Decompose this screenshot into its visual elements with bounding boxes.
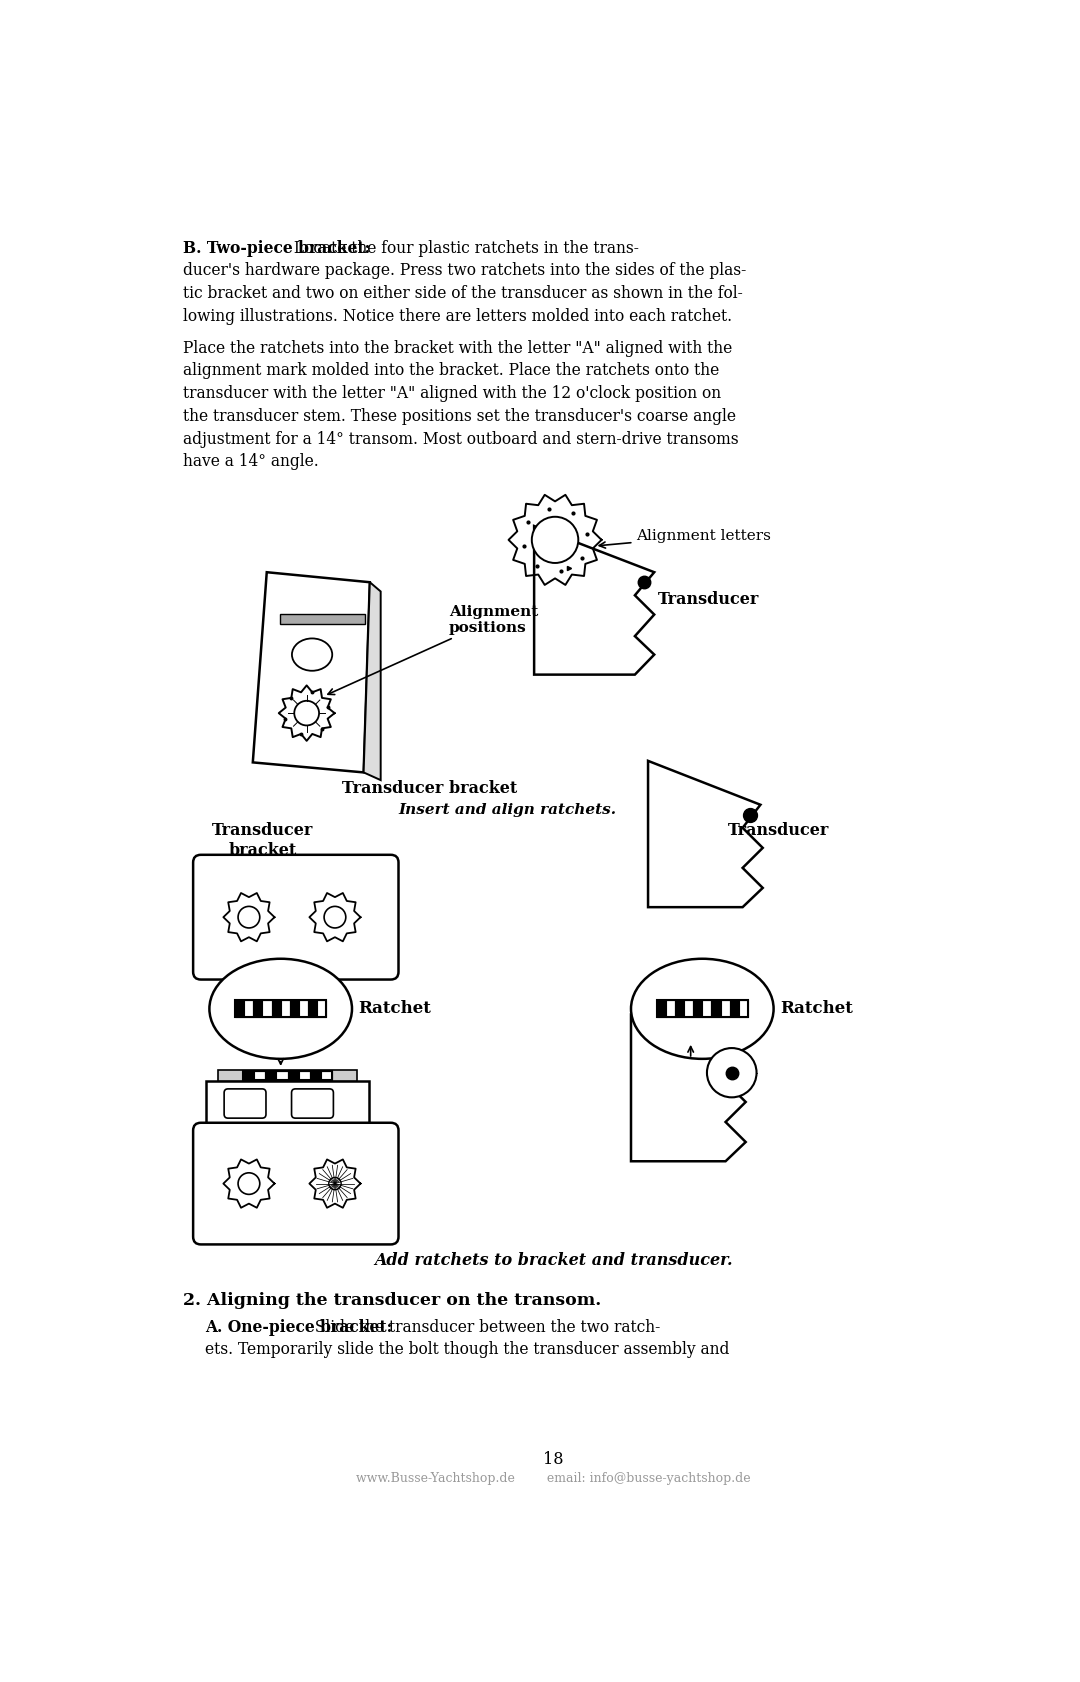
Bar	[657, 1001, 665, 1018]
Text: Place the ratchets into the bracket with the letter "A" aligned with the: Place the ratchets into the bracket with…	[183, 340, 732, 357]
Bar	[271, 1001, 281, 1018]
FancyBboxPatch shape	[193, 1124, 399, 1245]
Bar	[289, 1001, 299, 1018]
Bar	[712, 1001, 720, 1018]
Bar	[243, 1071, 254, 1080]
Text: adjustment for a 14° transom. Most outboard and stern-drive transoms: adjustment for a 14° transom. Most outbo…	[183, 431, 739, 447]
Circle shape	[294, 701, 319, 725]
Bar	[287, 1071, 299, 1080]
Text: ducer's hardware package. Press two ratchets into the sides of the plas-: ducer's hardware package. Press two ratc…	[183, 262, 746, 279]
Bar	[665, 1001, 675, 1018]
Text: Transducer
bracket: Transducer bracket	[212, 822, 313, 860]
Text: Insert and align ratchets.: Insert and align ratchets.	[399, 804, 616, 817]
Text: Ratchet: Ratchet	[359, 1001, 431, 1018]
Text: B. Two-piece bracket:: B. Two-piece bracket:	[183, 239, 370, 257]
Text: www.Busse-Yachtshop.de        email: info@busse-yachtshop.de: www.Busse-Yachtshop.de email: info@busse…	[356, 1472, 751, 1485]
Bar	[244, 1001, 254, 1018]
Bar	[693, 1001, 702, 1018]
Text: tic bracket and two on either side of the transducer as shown in the fol-: tic bracket and two on either side of th…	[183, 284, 743, 303]
Polygon shape	[253, 572, 369, 772]
Bar	[730, 1001, 739, 1018]
Polygon shape	[631, 1014, 745, 1161]
Text: lowing illustrations. Notice there are letters molded into each ratchet.: lowing illustrations. Notice there are l…	[183, 308, 732, 325]
Text: 2. Aligning the transducer on the transom.: 2. Aligning the transducer on the transo…	[183, 1292, 602, 1309]
Bar	[739, 1001, 748, 1018]
Bar	[235, 1001, 244, 1018]
Bar	[266, 1071, 276, 1080]
Polygon shape	[648, 760, 762, 907]
FancyBboxPatch shape	[193, 854, 399, 979]
Bar	[657, 1001, 748, 1018]
Text: Add ratchets to bracket and transducer.: Add ratchets to bracket and transducer.	[374, 1251, 733, 1270]
Polygon shape	[309, 893, 361, 942]
Bar	[281, 1001, 289, 1018]
Bar	[684, 1001, 693, 1018]
Polygon shape	[509, 495, 602, 585]
Text: Ratchet: Ratchet	[780, 1001, 853, 1018]
Bar	[206, 1082, 369, 1124]
Text: ets. Temporarily slide the bolt though the transducer assembly and: ets. Temporarily slide the bolt though t…	[205, 1342, 729, 1359]
Bar	[310, 1071, 321, 1080]
Text: transducer with the letter "A" aligned with the 12 o'clock position on: transducer with the letter "A" aligned w…	[183, 385, 721, 402]
Polygon shape	[535, 526, 654, 674]
Text: the transducer stem. These positions set the transducer's coarse angle: the transducer stem. These positions set…	[183, 407, 737, 426]
Text: Locate the four plastic ratchets in the trans-: Locate the four plastic ratchets in the …	[288, 239, 638, 257]
Circle shape	[328, 1177, 341, 1189]
FancyBboxPatch shape	[292, 1088, 334, 1119]
Ellipse shape	[631, 959, 773, 1060]
Text: Alignment
positions: Alignment positions	[328, 604, 538, 695]
Bar	[321, 1071, 333, 1080]
Bar	[262, 1001, 271, 1018]
Circle shape	[238, 1172, 260, 1194]
Circle shape	[238, 907, 260, 928]
Text: have a 14° angle.: have a 14° angle.	[183, 452, 319, 471]
Bar	[318, 1001, 326, 1018]
Bar	[720, 1001, 730, 1018]
Bar	[299, 1001, 308, 1018]
Bar	[218, 1070, 357, 1082]
Text: Transducer: Transducer	[728, 822, 829, 839]
FancyBboxPatch shape	[225, 1088, 266, 1119]
Polygon shape	[364, 582, 380, 780]
Bar	[254, 1071, 266, 1080]
Bar	[299, 1071, 310, 1080]
Bar	[702, 1001, 712, 1018]
Text: 18: 18	[543, 1450, 564, 1468]
Bar	[254, 1001, 262, 1018]
Bar	[276, 1071, 287, 1080]
Circle shape	[324, 907, 346, 928]
Bar	[235, 1001, 326, 1018]
Bar	[308, 1001, 318, 1018]
Polygon shape	[309, 1159, 361, 1208]
Bar	[280, 614, 365, 624]
Bar	[243, 1071, 333, 1080]
Polygon shape	[224, 893, 274, 942]
Circle shape	[531, 516, 578, 563]
Text: Transducer: Transducer	[658, 592, 759, 609]
Text: A. One-piece bracket:: A. One-piece bracket:	[205, 1319, 392, 1336]
Text: Alignment letters: Alignment letters	[599, 530, 771, 548]
Text: alignment mark molded into the bracket. Place the ratchets onto the: alignment mark molded into the bracket. …	[183, 362, 719, 380]
Ellipse shape	[210, 959, 352, 1060]
Text: Transducer bracket: Transducer bracket	[342, 780, 517, 797]
Text: Slide the transducer between the two ratch-: Slide the transducer between the two rat…	[310, 1319, 661, 1336]
Circle shape	[707, 1048, 757, 1097]
Polygon shape	[224, 1159, 274, 1208]
Bar	[675, 1001, 684, 1018]
Ellipse shape	[292, 639, 333, 671]
Polygon shape	[279, 685, 335, 740]
